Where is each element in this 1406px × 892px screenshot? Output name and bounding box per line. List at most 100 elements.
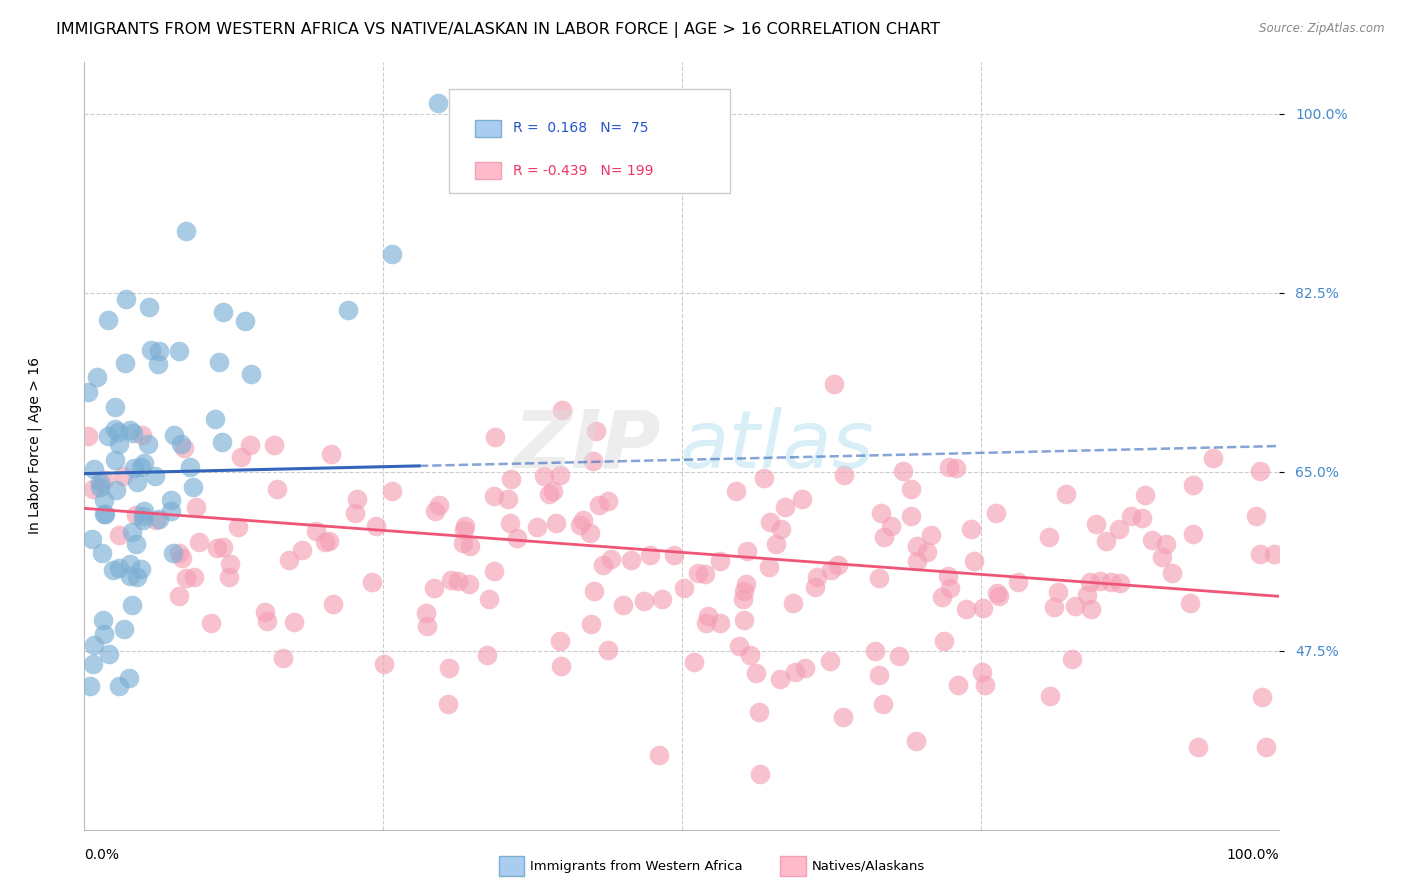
Point: [1054, 487, 1077, 501]
Point: [533, 469, 555, 483]
Point: [1132, 511, 1154, 525]
Point: [709, 616, 731, 631]
Point: [891, 464, 914, 478]
Point: [277, 553, 299, 567]
Point: [1254, 740, 1277, 755]
Point: [111, 469, 134, 483]
Point: [427, 499, 450, 513]
Point: [834, 468, 856, 483]
Point: [89, 475, 111, 489]
Point: [936, 569, 959, 583]
Point: [496, 492, 519, 507]
Point: [381, 483, 404, 498]
Point: [121, 598, 143, 612]
Point: [125, 537, 148, 551]
Point: [131, 460, 153, 475]
Point: [125, 508, 148, 522]
Point: [1251, 690, 1274, 704]
Point: [592, 558, 614, 573]
Text: 100.0%: 100.0%: [1227, 848, 1279, 862]
Point: [454, 518, 477, 533]
Point: [900, 509, 922, 524]
Point: [709, 554, 731, 568]
Point: [253, 605, 276, 619]
Point: [820, 563, 842, 577]
Point: [314, 534, 336, 549]
Point: [361, 574, 384, 589]
Point: [266, 482, 288, 496]
Point: [76, 429, 98, 443]
Point: [987, 589, 1010, 603]
Point: [173, 441, 195, 455]
Point: [160, 492, 183, 507]
Point: [579, 525, 602, 540]
Point: [548, 468, 571, 483]
Point: [1246, 509, 1268, 524]
Point: [132, 508, 155, 523]
Point: [256, 614, 278, 628]
Point: [1160, 566, 1182, 580]
Point: [1060, 652, 1083, 666]
Point: [581, 616, 603, 631]
Text: In Labor Force | Age > 16: In Labor Force | Age > 16: [28, 358, 42, 534]
Point: [118, 557, 141, 571]
Point: [122, 461, 145, 475]
Point: [83, 462, 105, 476]
Point: [93, 474, 115, 488]
Point: [758, 560, 780, 574]
Point: [218, 570, 240, 584]
Point: [86, 369, 108, 384]
Point: [321, 597, 343, 611]
Point: [484, 564, 506, 578]
Point: [1088, 574, 1111, 589]
Point: [172, 551, 194, 566]
Point: [305, 524, 328, 539]
Point: [1064, 599, 1087, 613]
Point: [873, 530, 896, 544]
Text: ZIP: ZIP: [513, 407, 659, 485]
Point: [920, 527, 942, 541]
Point: [381, 246, 404, 260]
Point: [97, 429, 120, 443]
Point: [131, 427, 153, 442]
Point: [291, 543, 314, 558]
Point: [986, 586, 1008, 600]
Point: [501, 472, 523, 486]
Point: [683, 656, 706, 670]
Point: [207, 541, 229, 556]
Point: [93, 493, 115, 508]
Point: [132, 504, 155, 518]
Point: [240, 367, 263, 381]
Point: [187, 534, 209, 549]
Point: [1108, 576, 1130, 591]
Point: [749, 767, 772, 781]
Point: [724, 483, 747, 498]
Point: [550, 403, 572, 417]
Point: [823, 376, 845, 391]
Point: [89, 480, 111, 494]
Point: [204, 411, 226, 425]
Point: [426, 96, 449, 111]
Point: [868, 571, 890, 585]
Point: [887, 648, 910, 663]
Point: [1043, 599, 1066, 614]
Point: [118, 423, 141, 437]
Point: [633, 594, 655, 608]
Point: [416, 618, 439, 632]
Text: 0.0%: 0.0%: [84, 848, 120, 862]
Point: [673, 581, 696, 595]
Point: [806, 570, 828, 584]
Point: [733, 591, 755, 606]
Point: [97, 647, 120, 661]
Point: [1181, 478, 1204, 492]
Point: [782, 596, 804, 610]
Point: [283, 615, 305, 629]
Point: [769, 672, 792, 686]
Point: [83, 638, 105, 652]
Point: [125, 475, 148, 489]
Point: [588, 498, 610, 512]
Point: [1178, 596, 1201, 610]
Point: [108, 437, 131, 451]
Point: [233, 314, 256, 328]
Point: [121, 525, 143, 540]
